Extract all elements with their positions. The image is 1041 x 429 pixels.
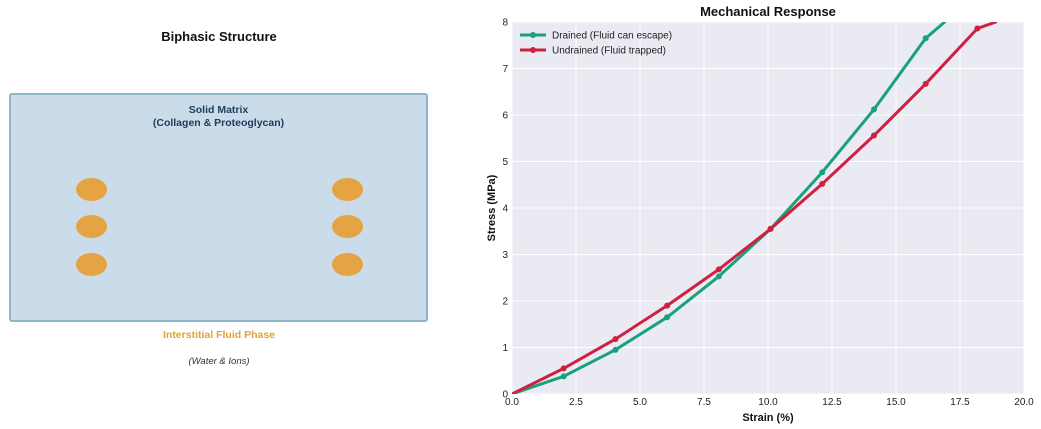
undrained-data-point: [870, 132, 877, 139]
drained-data-point: [664, 314, 671, 321]
drained-series-line: [512, 22, 947, 394]
undrained-data-point: [560, 365, 567, 372]
structure-panel-title: Biphasic Structure: [161, 29, 277, 44]
legend-drained-label: Drained (Fluid can escape): [552, 31, 672, 42]
fluid-droplet: [332, 215, 363, 238]
y-axis-label: Stress (MPa): [486, 174, 498, 241]
y-tick-label: 5: [502, 157, 508, 168]
undrained-data-point: [974, 25, 981, 32]
fluid-droplet: [332, 178, 363, 201]
drained-data-point: [922, 35, 929, 42]
series-group: [512, 22, 998, 394]
x-axis-label: Strain (%): [742, 412, 794, 424]
y-tick-label: 7: [502, 64, 508, 75]
drained-data-point: [819, 169, 826, 176]
undrained-data-point: [715, 266, 722, 273]
undrained-data-point: [612, 336, 619, 343]
y-tick-label: 3: [502, 250, 508, 261]
x-tick-label: 17.5: [950, 397, 970, 408]
legend-drained-marker: [530, 32, 536, 38]
fluid-droplet: [76, 215, 107, 238]
x-tick-label: 7.5: [697, 397, 711, 408]
y-tick-label: 6: [502, 111, 508, 122]
interstitial-fluid-sublabel: (Water & Ions): [188, 356, 250, 367]
y-tick-label: 0: [502, 390, 508, 401]
solid-matrix-label: Solid Matrix: [188, 104, 249, 116]
x-tick-label: 20.0: [1014, 397, 1034, 408]
x-tick-label: 10.0: [758, 397, 778, 408]
drained-data-point: [612, 346, 619, 353]
x-tick-label: 5.0: [633, 397, 647, 408]
y-tick-label: 2: [502, 297, 508, 308]
fluid-droplet: [332, 253, 363, 276]
x-tick-label: 12.5: [822, 397, 842, 408]
legend-undrained-label: Undrained (Fluid trapped): [552, 46, 666, 57]
chart-title: Mechanical Response: [700, 4, 836, 19]
x-tick-label: 2.5: [569, 397, 583, 408]
undrained-data-point: [819, 180, 826, 187]
undrained-data-point: [664, 302, 671, 309]
solid-matrix-sublabel: (Collagen & Proteoglycan): [152, 117, 285, 129]
y-tick-label: 1: [502, 343, 508, 354]
y-tick-label: 4: [502, 204, 508, 215]
y-tick-label: 8: [502, 18, 508, 29]
undrained-data-point: [767, 225, 774, 232]
drained-data-point: [715, 273, 722, 280]
fluid-droplet: [76, 178, 107, 201]
fluid-droplet: [76, 253, 107, 276]
x-tick-label: 15.0: [886, 397, 906, 408]
solid-matrix-box: [9, 93, 428, 322]
x-tick-label: 0.0: [505, 397, 519, 408]
legend-undrained-marker: [530, 47, 536, 53]
drained-data-point: [560, 373, 567, 380]
interstitial-fluid-label: Interstitial Fluid Phase: [162, 329, 276, 341]
undrained-data-point: [922, 80, 929, 87]
drained-data-point: [870, 106, 877, 113]
